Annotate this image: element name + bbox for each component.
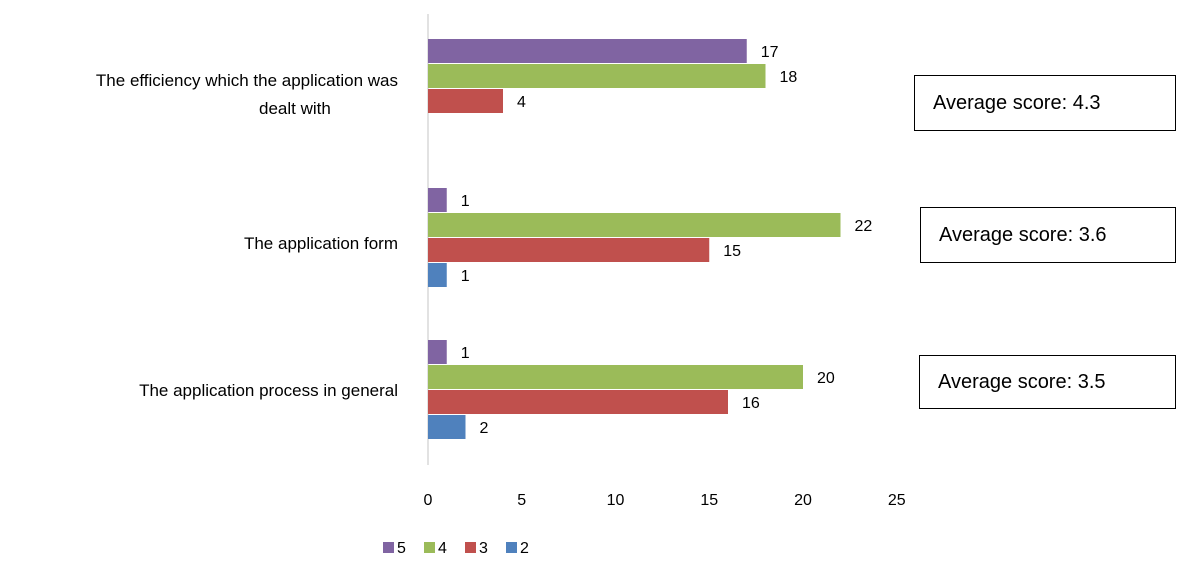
data-label: 22 xyxy=(855,218,873,235)
data-label: 16 xyxy=(742,395,760,412)
data-label: 18 xyxy=(780,69,798,86)
bar-series-5-cat-0 xyxy=(428,39,747,63)
legend-label: 2 xyxy=(520,540,529,557)
data-label: 20 xyxy=(817,370,835,387)
legend-swatch-2 xyxy=(506,542,517,553)
category-label: dealt with xyxy=(259,99,331,118)
bar-series-3-cat-0 xyxy=(428,89,503,113)
data-label: 4 xyxy=(517,94,526,111)
bar-series-2-cat-2 xyxy=(428,415,466,439)
average-score-box-form: Average score: 3.6 xyxy=(920,207,1176,263)
category-label: The efficiency which the application was xyxy=(96,71,398,90)
average-score-box-process: Average score: 3.5 xyxy=(919,355,1176,409)
data-label: 1 xyxy=(461,268,470,285)
x-tick-label: 10 xyxy=(607,492,625,509)
legend-label: 3 xyxy=(479,540,488,557)
x-tick-label: 25 xyxy=(888,492,906,509)
category-label: The application form xyxy=(244,234,398,253)
bar-series-4-cat-2 xyxy=(428,365,803,389)
x-tick-label: 15 xyxy=(700,492,718,509)
data-label: 1 xyxy=(461,193,470,210)
data-label: 2 xyxy=(480,420,489,437)
category-label: The application process in general xyxy=(139,381,398,400)
x-tick-label: 5 xyxy=(517,492,526,509)
average-score-text: Average score: 3.5 xyxy=(938,371,1106,393)
legend-label: 4 xyxy=(438,540,447,557)
bar-series-3-cat-2 xyxy=(428,390,728,414)
bar-series-2-cat-1 xyxy=(428,263,447,287)
data-label: 1 xyxy=(461,345,470,362)
legend-label: 5 xyxy=(397,540,406,557)
data-label: 17 xyxy=(761,44,779,61)
average-score-text: Average score: 4.3 xyxy=(933,92,1101,114)
x-tick-label: 0 xyxy=(424,492,433,509)
average-score-text: Average score: 3.6 xyxy=(939,224,1107,246)
legend-swatch-5 xyxy=(383,542,394,553)
bar-series-4-cat-0 xyxy=(428,64,766,88)
bar-series-3-cat-1 xyxy=(428,238,710,262)
average-score-box-efficiency: Average score: 4.3 xyxy=(914,75,1176,131)
legend-swatch-4 xyxy=(424,542,435,553)
bar-series-5-cat-1 xyxy=(428,188,447,212)
x-tick-label: 20 xyxy=(794,492,812,509)
data-label: 15 xyxy=(723,243,741,260)
bar-series-4-cat-1 xyxy=(428,213,841,237)
legend-swatch-3 xyxy=(465,542,476,553)
bar-series-5-cat-2 xyxy=(428,340,447,364)
